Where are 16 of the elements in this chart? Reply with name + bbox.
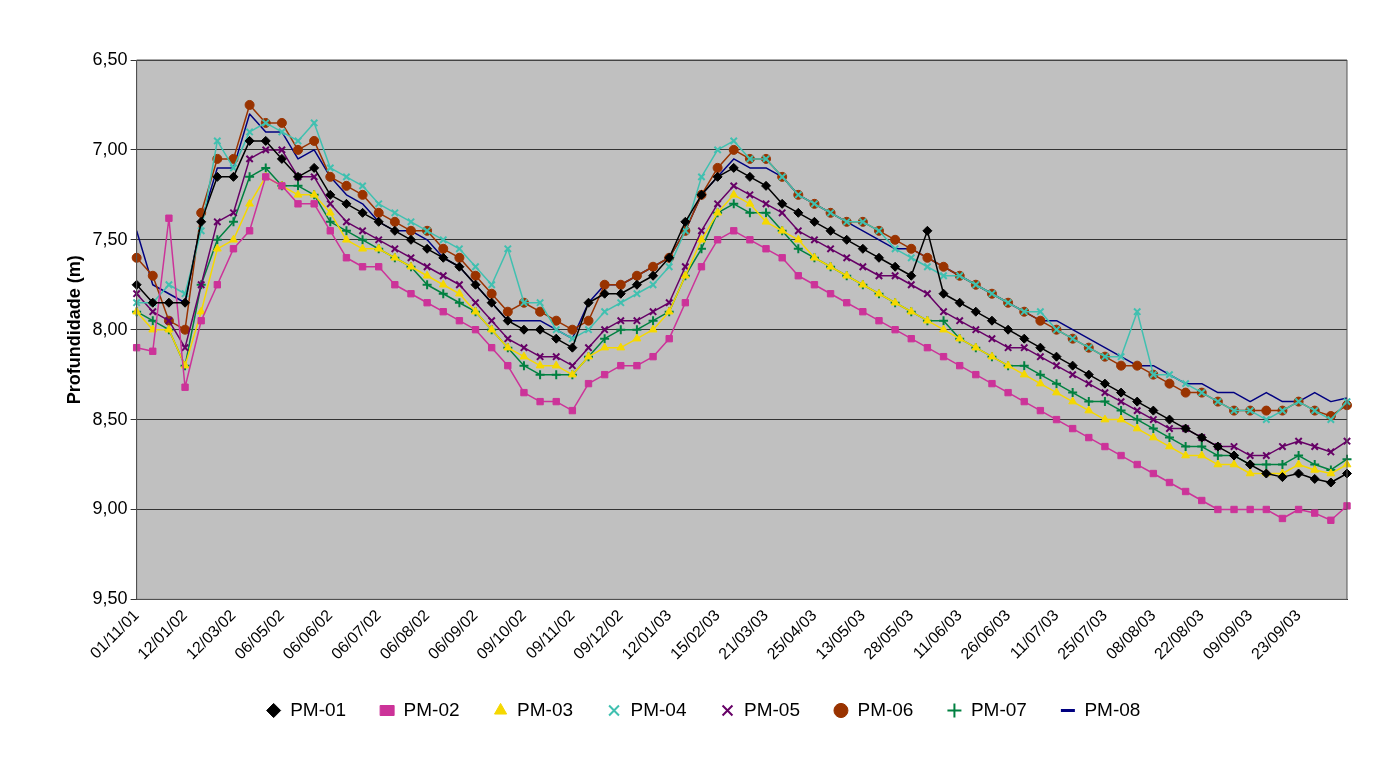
y-tick-label: 8,00 xyxy=(92,318,128,339)
y-tick-label: 7,50 xyxy=(92,228,128,249)
legend-label: PM-05 xyxy=(744,698,800,720)
legend-label: PM-04 xyxy=(630,698,687,720)
legend-label: PM-02 xyxy=(403,698,460,720)
y-tick-label: 8,50 xyxy=(92,408,128,429)
legend-label: PM-08 xyxy=(1084,698,1141,720)
legend-label: PM-01 xyxy=(290,698,347,720)
y-tick-label: 9,50 xyxy=(92,588,128,609)
legend-label: PM-07 xyxy=(970,698,1027,720)
y-tick-label: 9,00 xyxy=(92,498,128,519)
y-tick-label: 6,50 xyxy=(92,48,128,69)
legend-label: PM-06 xyxy=(857,698,914,720)
legend-label: PM-03 xyxy=(517,698,574,720)
y-axis-title: Profundidade (m) xyxy=(63,255,84,405)
y-tick-label: 7,00 xyxy=(92,138,128,159)
